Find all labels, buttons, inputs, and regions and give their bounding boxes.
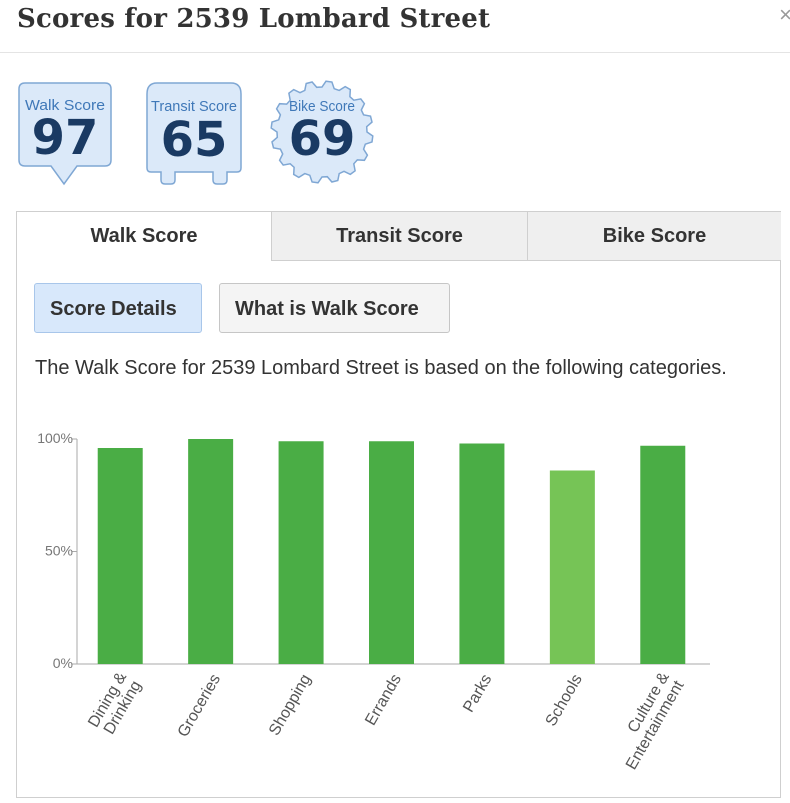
x-tick-label: Parks — [460, 672, 495, 716]
walk-score-badge[interactable]: Walk Score 97 — [17, 80, 113, 186]
close-icon[interactable]: × — [779, 2, 790, 27]
bike-score-badge[interactable]: Bike Score 69 — [268, 80, 376, 184]
transit-score-value: 65 — [161, 112, 228, 168]
x-tick-label: Errands — [362, 672, 405, 729]
transit-score-badge[interactable]: Transit Score 65 — [145, 80, 243, 186]
bar-culture-entertainment — [640, 445, 686, 664]
walk-score-value: 97 — [32, 110, 99, 166]
tab-bike-score[interactable]: Bike Score — [527, 212, 781, 261]
tab-transit-score[interactable]: Transit Score — [271, 212, 527, 261]
bar-groceries — [188, 439, 234, 664]
tab-walk-score[interactable]: Walk Score — [90, 225, 198, 247]
x-tick-label: Culture &Entertainment — [608, 669, 688, 773]
bar-parks — [459, 443, 505, 664]
score-details-button[interactable]: Score Details — [34, 283, 202, 333]
score-description: The Walk Score for 2539 Lombard Street i… — [35, 357, 727, 379]
bar-dining-drinking — [97, 448, 143, 664]
x-tick-label: Groceries — [175, 672, 224, 741]
dialog-title: Scores for 2539 Lombard Street — [17, 4, 491, 34]
walk-score-label: Walk Score — [25, 97, 105, 114]
y-tick-label: 50% — [45, 543, 73, 559]
x-tick-label: Schools — [543, 672, 586, 730]
score-tabs-panel: Walk Score Transit Score Bike Score Scor… — [16, 211, 781, 798]
transit-score-label: Transit Score — [151, 98, 237, 115]
bar-schools — [549, 470, 595, 664]
y-tick-label: 100% — [37, 430, 73, 446]
what-is-walk-score-button[interactable]: What is Walk Score — [219, 283, 450, 333]
x-tick-label: Shopping — [266, 672, 315, 739]
y-tick-label: 0% — [53, 655, 73, 671]
x-tick-label: Dining &Drinking — [85, 669, 145, 739]
bar-shopping — [278, 441, 324, 664]
bike-score-label: Bike Score — [289, 98, 355, 115]
bar-errands — [369, 441, 414, 664]
category-bar-chart: 0% 50% 100% Dining &Drinking Groceries Shoppi… — [37, 430, 710, 773]
dialog-header: Scores for 2539 Lombard Street × — [0, 0, 790, 53]
bike-score-value: 69 — [289, 111, 356, 167]
